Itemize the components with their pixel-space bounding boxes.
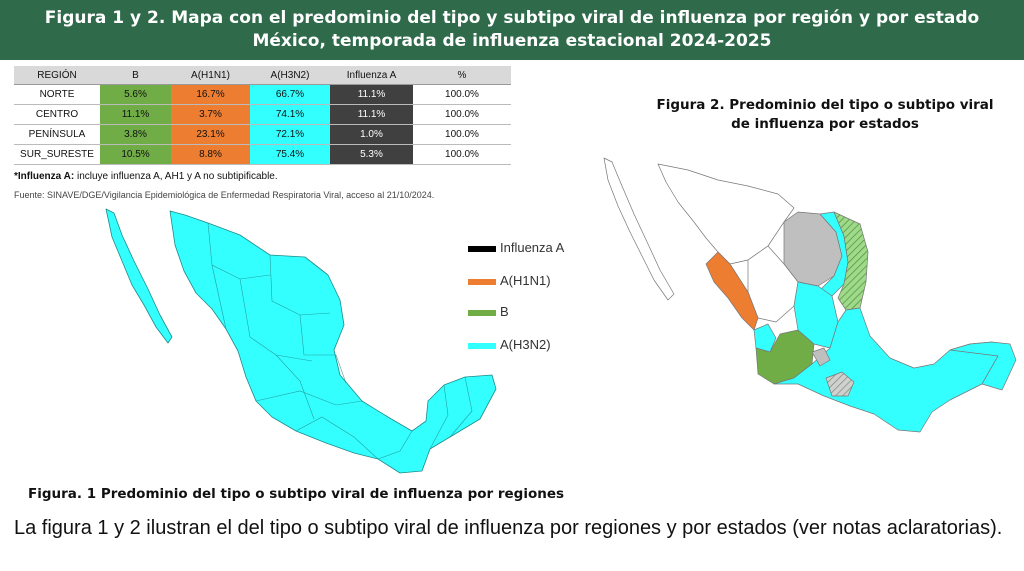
figure1-title: Figura. 1 Predominio del tipo o subtipo … (28, 486, 565, 502)
cell-influenza-a: 11.1% (330, 84, 413, 105)
legend-item: B (468, 304, 509, 320)
legend-item: Influenza A (468, 240, 564, 256)
cell-h1n1: 3.7% (171, 104, 250, 125)
cell-region: CENTRO (14, 104, 100, 125)
cell-region: NORTE (14, 84, 100, 105)
legend-label: Influenza A (500, 240, 565, 255)
state-south (773, 307, 999, 433)
cell-b: 5.6% (100, 84, 171, 105)
col-influenza-a: Influenza A (330, 66, 413, 85)
region-table: REGIÓN B A(H1N1) A(H3N2) Influenza A % N… (14, 66, 511, 165)
table-footnote: *Influenza A: incluye influenza A, AH1 y… (14, 171, 278, 182)
cell-h1n1: 16.7% (171, 84, 250, 105)
header-banner: Figura 1 y 2. Mapa con el predominio del… (0, 0, 1024, 60)
cell-percent: 100.0% (413, 104, 511, 125)
footnote-text: incluye influenza A, AH1 y A no subtipif… (74, 171, 278, 182)
table-row: NORTE 5.6% 16.7% 66.7% 11.1% 100.0% (14, 84, 511, 105)
region-map-baja (105, 208, 173, 344)
col-region: REGIÓN (14, 66, 100, 85)
footnote-label: *Influenza A: (14, 171, 75, 182)
figure2-title-line2: de influenza por estados (731, 116, 919, 132)
source-text: Fuente: SINAVE/DGE/Vigilancia Epidemioló… (14, 190, 435, 200)
cell-h3n2: 72.1% (250, 124, 330, 145)
mexico-regions-map (105, 208, 497, 474)
cell-h1n1: 23.1% (171, 124, 250, 145)
table-row: SUR_SURESTE 10.5% 8.8% 75.4% 5.3% 100.0% (14, 144, 511, 165)
mexico-states-map (603, 157, 1017, 433)
cell-influenza-a: 5.3% (330, 144, 413, 165)
legend-swatch (468, 342, 496, 349)
cell-b: 3.8% (100, 124, 171, 145)
state-baja (603, 157, 675, 301)
table-row: CENTRO 11.1% 3.7% 74.1% 11.1% 100.0% (14, 104, 511, 125)
figure2-title-line1: Figura 2. Predominio del tipo o subtipo … (656, 97, 994, 113)
cell-percent: 100.0% (413, 124, 511, 145)
col-b: B (100, 66, 171, 85)
header-title-line2: México, temporada de influenza estaciona… (252, 31, 772, 51)
cell-h1n1: 8.8% (171, 144, 250, 165)
state-sonora-chihuahua (657, 163, 795, 265)
legend-item: A(H3N2) (468, 337, 551, 353)
legend-label: B (500, 304, 509, 319)
cell-influenza-a: 11.1% (330, 104, 413, 125)
state-nayarit (753, 323, 777, 353)
figure2-title: Figura 2. Predominio del tipo o subtipo … (640, 96, 1010, 134)
cell-h3n2: 66.7% (250, 84, 330, 105)
legend-item: A(H1N1) (468, 273, 551, 289)
col-percent: % (413, 66, 511, 85)
col-h1n1: A(H1N1) (171, 66, 250, 85)
table-header-row: REGIÓN B A(H1N1) A(H3N2) Influenza A % (14, 66, 511, 85)
cell-b: 11.1% (100, 104, 171, 125)
cell-region: PENÍNSULA (14, 124, 100, 145)
legend-label: A(H3N2) (500, 337, 551, 352)
cell-percent: 100.0% (413, 84, 511, 105)
legend-swatch (468, 278, 496, 285)
table-row: PENÍNSULA 3.8% 23.1% 72.1% 1.0% 100.0% (14, 124, 511, 145)
cell-region: SUR_SURESTE (14, 144, 100, 165)
col-h3n2: A(H3N2) (250, 66, 330, 85)
cell-b: 10.5% (100, 144, 171, 165)
state-hatched-gray (825, 371, 855, 397)
cell-influenza-a: 1.0% (330, 124, 413, 145)
region-map-mainland (169, 210, 497, 474)
legend-swatch (468, 245, 496, 252)
cell-percent: 100.0% (413, 144, 511, 165)
legend-label: A(H1N1) (500, 273, 551, 288)
cell-h3n2: 75.4% (250, 144, 330, 165)
state-gray-small (811, 347, 831, 367)
legend-swatch (468, 309, 496, 316)
body-paragraph: La figura 1 y 2 ilustran el del tipo o s… (14, 517, 1003, 539)
cell-h3n2: 74.1% (250, 104, 330, 125)
header-title-line1: Figura 1 y 2. Mapa con el predominio del… (44, 8, 980, 28)
state-yucatan (949, 341, 1017, 391)
state-sinaloa (705, 251, 759, 331)
